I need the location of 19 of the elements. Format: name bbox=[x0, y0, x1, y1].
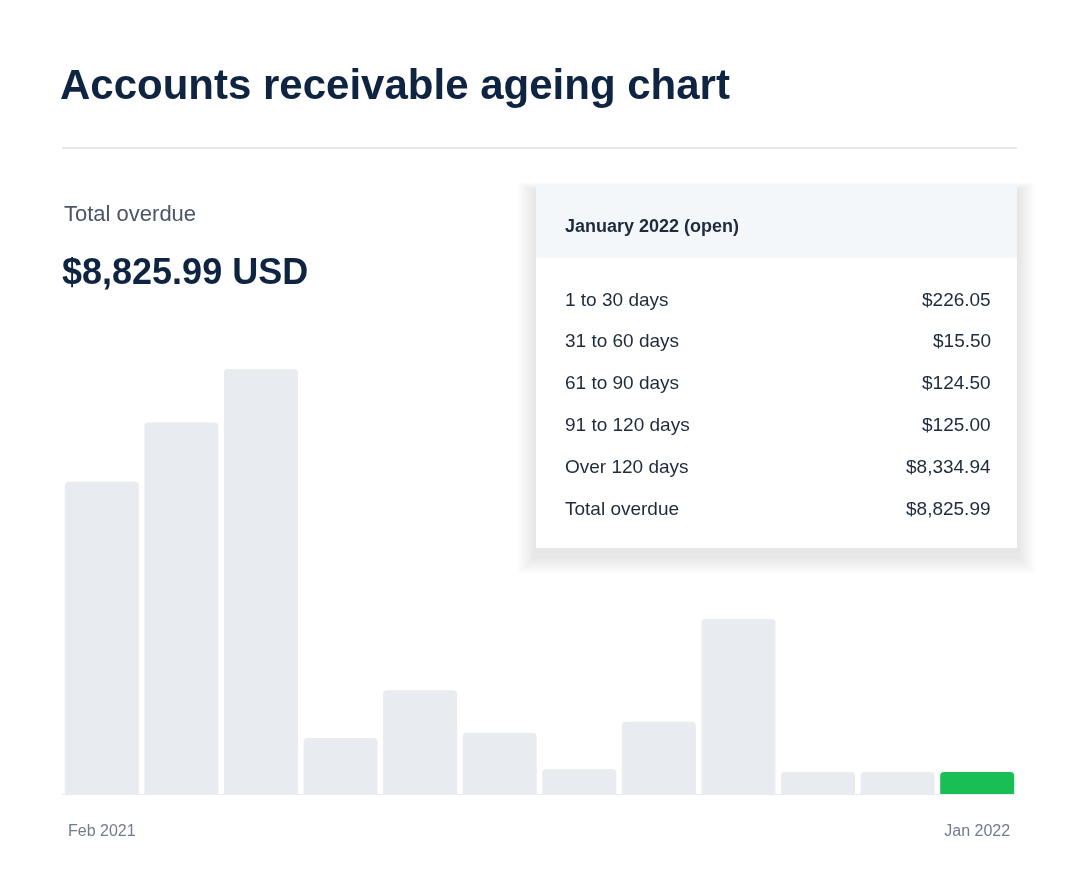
annotation: 91 to 120 days bbox=[565, 414, 690, 435]
text: $226.05 bbox=[922, 289, 991, 310]
text: $8,825.99 USD bbox=[62, 251, 309, 292]
annotation: $124.50 bbox=[922, 372, 991, 393]
bar bbox=[940, 771, 1015, 794]
x-tick-label: Feb 2021 bbox=[67, 822, 136, 840]
text: January 2022 (open) bbox=[565, 216, 740, 236]
text: 31 to 60 days bbox=[565, 330, 680, 351]
annotation: Over 120 days bbox=[565, 456, 689, 477]
text: $15.50 bbox=[933, 330, 992, 351]
annotation: 61 to 90 days bbox=[565, 372, 680, 393]
annotation: Total overdue bbox=[565, 498, 680, 519]
text: 1 to 30 days bbox=[565, 289, 669, 310]
chart-title: Accounts receivable ageing chart bbox=[60, 60, 730, 108]
annotation: $125.00 bbox=[922, 414, 991, 435]
text: Total overdue bbox=[64, 201, 197, 226]
annotation: $8,334.94 bbox=[906, 456, 991, 477]
annotation: $8,825.99 bbox=[906, 498, 991, 519]
x-tick-label: Jan 2022 bbox=[944, 822, 1011, 840]
